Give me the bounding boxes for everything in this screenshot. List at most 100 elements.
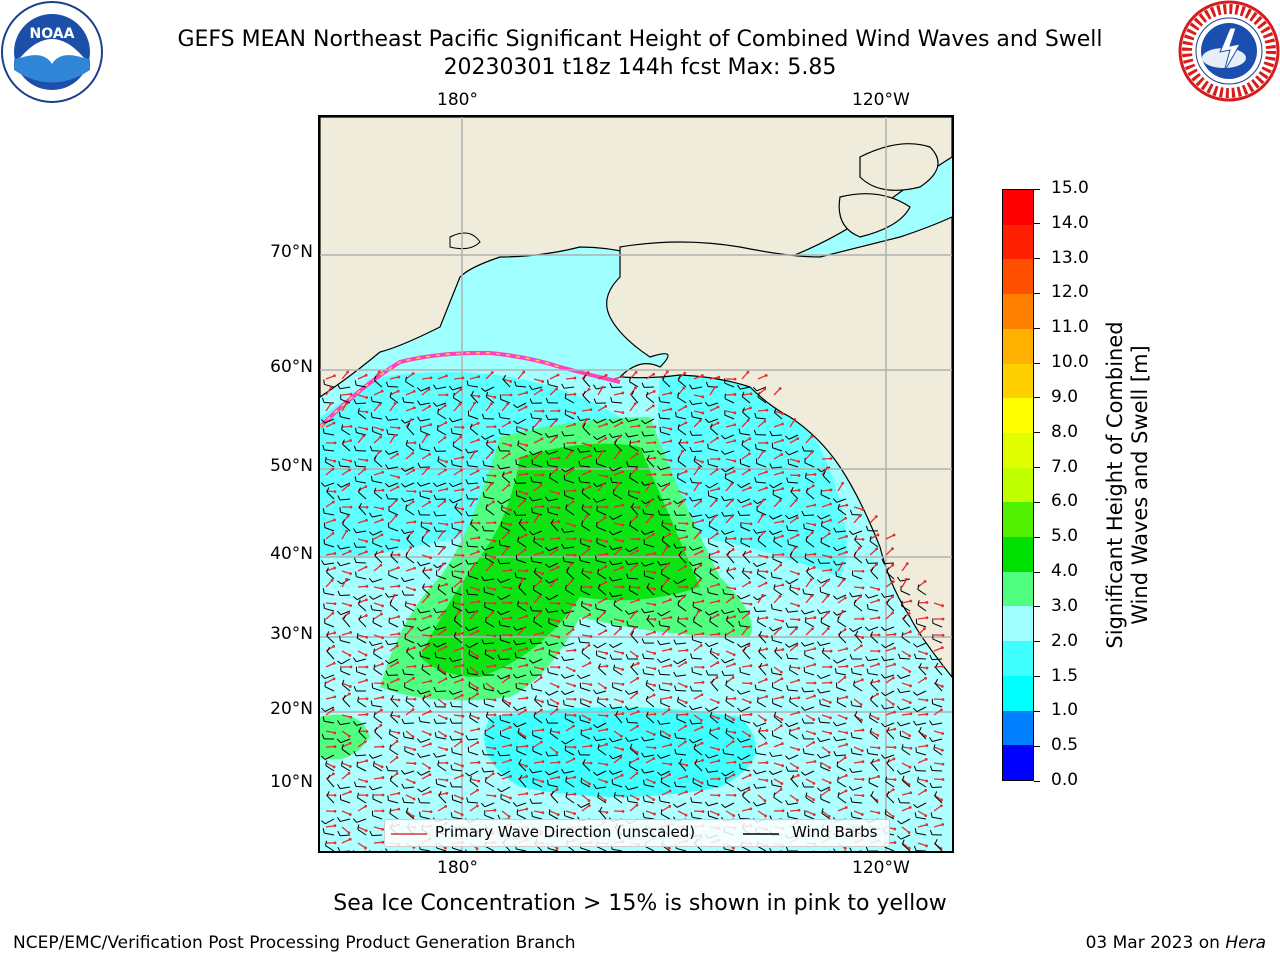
wave-direction-arrow xyxy=(853,698,862,706)
wind-barb xyxy=(724,637,735,644)
wave-direction-arrow xyxy=(901,730,911,737)
wave-direction-arrow xyxy=(421,423,431,428)
lat-label-40n: 40°N xyxy=(270,544,313,564)
wave-direction-arrowhead xyxy=(394,514,398,518)
wave-direction-arrowhead xyxy=(507,676,511,679)
wind-barb xyxy=(404,770,415,775)
wind-barb xyxy=(868,782,879,788)
wave-direction-arrow xyxy=(613,794,624,797)
wind-barb xyxy=(420,738,431,743)
wind-barb xyxy=(372,578,383,583)
wave-direction-arrowhead xyxy=(649,481,652,485)
wind-barb xyxy=(502,700,511,708)
wave-direction-arrow xyxy=(565,423,575,428)
wind-barb-flag xyxy=(512,802,517,807)
wave-direction-arrowhead xyxy=(365,396,369,399)
wind-barb-flag xyxy=(849,509,853,515)
wave-direction-arrow xyxy=(789,679,799,684)
wave-direction-arrowhead xyxy=(429,790,432,794)
wave-direction-arrowhead xyxy=(748,437,752,441)
wave-direction-arrowhead xyxy=(669,743,673,747)
wind-barb xyxy=(836,672,847,676)
wind-barb-flag xyxy=(757,535,761,541)
wind-barb-flag xyxy=(358,502,362,508)
wind-barb xyxy=(644,418,655,425)
wave-direction-arrow xyxy=(469,563,476,572)
wind-barb-flag xyxy=(736,595,742,600)
wave-zone-green-dark xyxy=(420,443,700,677)
wind-barb xyxy=(644,562,655,567)
wave-direction-arrowhead xyxy=(779,724,783,728)
wave-direction-arrowhead xyxy=(764,581,768,585)
wave-direction-arrowhead xyxy=(429,568,433,572)
wave-direction-arrow xyxy=(325,709,334,716)
wind-barb xyxy=(724,610,735,615)
wind-barb-flag xyxy=(547,667,549,673)
wave-direction-arrowhead xyxy=(844,774,848,777)
wind-barb xyxy=(884,674,895,679)
wind-barb xyxy=(820,674,831,680)
wind-barb-flag xyxy=(624,785,629,790)
wind-barb-flag xyxy=(564,409,567,415)
wave-direction-arrowhead xyxy=(348,741,352,745)
wind-barb-flag xyxy=(917,600,920,606)
wave-direction-arrow xyxy=(373,390,383,396)
wind-barb-flag xyxy=(502,471,505,477)
wind-barb xyxy=(660,466,671,471)
wave-direction-arrowhead xyxy=(669,682,673,686)
wave-direction-arrow xyxy=(933,709,942,716)
wind-barb-flag xyxy=(582,759,586,765)
wave-direction-arrow xyxy=(789,774,799,780)
wave-direction-arrowhead xyxy=(828,781,832,785)
wave-direction-arrowhead xyxy=(844,789,848,793)
wave-direction-arrowhead xyxy=(652,798,656,801)
wind-barb-flag xyxy=(497,446,501,452)
colorbar-tick-label: 4.0 xyxy=(1051,561,1079,582)
wave-direction-arrowhead xyxy=(445,791,449,795)
wave-direction-arrow xyxy=(357,468,366,476)
wind-barb xyxy=(886,731,895,740)
wave-direction-arrowhead xyxy=(555,788,559,791)
wave-direction-arrowhead xyxy=(732,718,736,721)
wave-direction-arrow xyxy=(629,549,639,556)
wind-barb-flag xyxy=(741,567,745,573)
wave-direction-arrowhead xyxy=(573,697,577,701)
wave-direction-arrow xyxy=(517,647,527,652)
wave-direction-arrow xyxy=(741,612,750,620)
wave-direction-arrowhead xyxy=(507,452,511,456)
wind-barb-flag xyxy=(624,690,629,695)
wind-barb-flag xyxy=(646,711,649,717)
wind-barb xyxy=(836,658,847,664)
wave-direction-arrow xyxy=(389,678,399,684)
wave-direction-arrow xyxy=(837,597,846,604)
wind-barb xyxy=(325,765,335,772)
wind-barb-flag xyxy=(337,580,342,585)
wave-direction-arrow xyxy=(581,455,591,460)
wind-barb xyxy=(484,845,495,851)
wave-direction-arrow xyxy=(437,531,444,540)
map-panel[interactable] xyxy=(318,115,954,853)
wind-barb-flag xyxy=(530,556,533,562)
wave-direction-arrow xyxy=(421,435,428,444)
wave-direction-arrowhead xyxy=(893,841,897,844)
wind-barb xyxy=(836,701,847,708)
wind-barb xyxy=(403,401,415,404)
wind-barb xyxy=(517,444,527,452)
wave-direction-arrow xyxy=(389,403,396,412)
wave-direction-arrow xyxy=(901,842,910,849)
wave-direction-arrow xyxy=(597,762,607,766)
wind-barb xyxy=(851,801,863,804)
wave-direction-arrowhead xyxy=(461,714,465,718)
wind-barb xyxy=(388,546,399,550)
wind-barb-flag xyxy=(705,381,709,387)
wave-direction-arrowhead xyxy=(733,662,736,666)
wind-barb xyxy=(532,481,543,484)
wave-direction-arrow xyxy=(485,809,496,812)
wave-direction-arrowhead xyxy=(765,663,769,667)
wave-direction-arrowhead xyxy=(604,373,608,377)
wave-direction-arrowhead xyxy=(697,466,701,470)
wind-barb xyxy=(324,706,335,712)
wind-barb xyxy=(436,754,447,758)
wind-barb-flag xyxy=(850,748,853,754)
wind-barb xyxy=(772,482,783,489)
